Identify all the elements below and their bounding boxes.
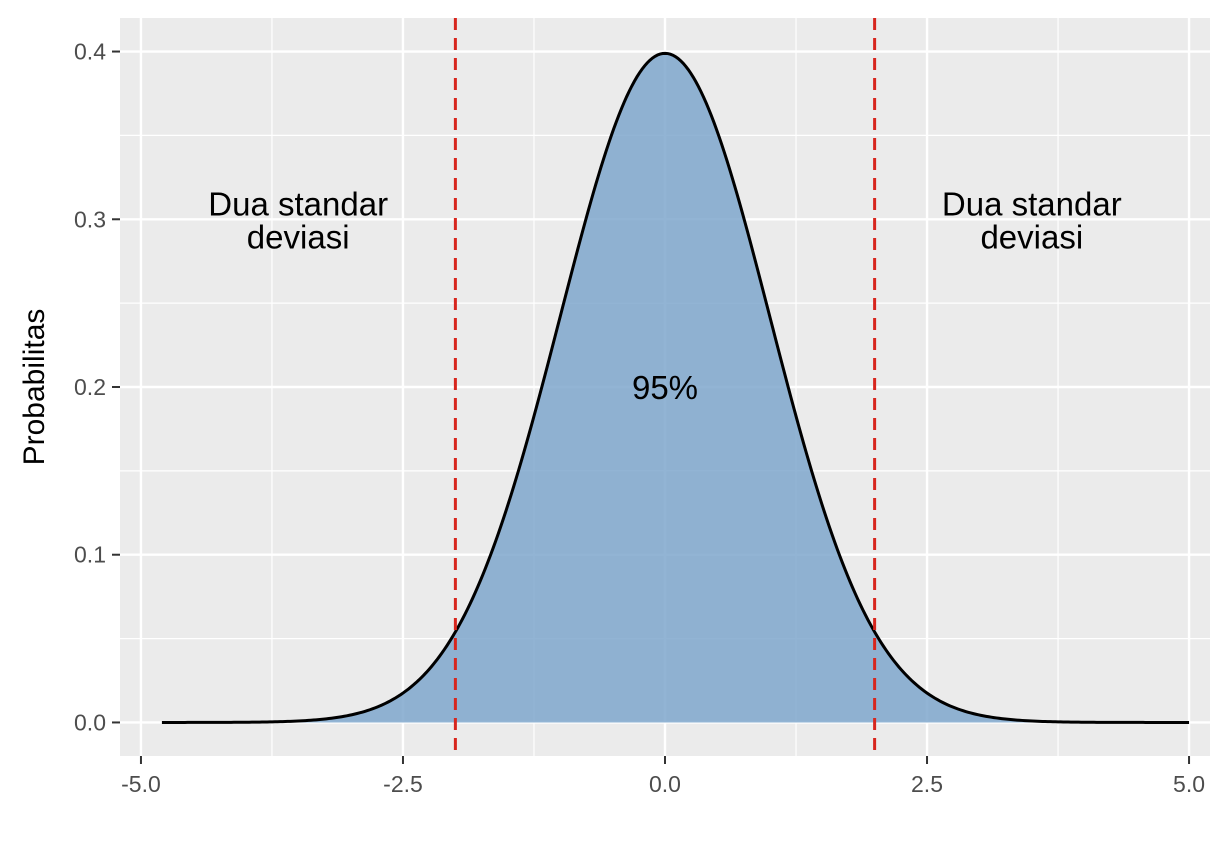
- density-curve: [161, 51, 1190, 724]
- annotation-line: deviasi: [980, 218, 1083, 255]
- reference-lines: [453, 18, 877, 756]
- annotation-label: Dua standar deviasi: [208, 185, 388, 255]
- x-tick-label: 2.5: [911, 771, 943, 797]
- y-axis-title: Probabilitas: [18, 309, 51, 466]
- annotation-line: deviasi: [247, 218, 350, 255]
- y-tick-label: 0.2: [74, 374, 106, 400]
- annotation-label: Dua standar deviasi: [942, 185, 1122, 255]
- annotation-line: Dua standar: [208, 185, 388, 222]
- y-tick-label: 0.1: [74, 542, 106, 568]
- density-area: [161, 53, 1190, 723]
- x-tick-label: -5.0: [121, 771, 161, 797]
- annotation-label: 95%: [632, 369, 698, 406]
- y-tick-label: 0.0: [74, 709, 106, 735]
- annotation-line: 95%: [632, 369, 698, 406]
- x-tick-label: -2.5: [383, 771, 423, 797]
- y-axis: 0.0 0.1 0.2 0.3 0.4: [74, 39, 120, 735]
- x-tick-label: 5.0: [1173, 771, 1205, 797]
- x-axis: -5.0 -2.5 0.0 2.5 5.0: [121, 756, 1205, 797]
- annotation-line: Dua standar: [942, 185, 1122, 222]
- y-tick-label: 0.3: [74, 206, 106, 232]
- x-tick-label: 0.0: [649, 771, 681, 797]
- y-tick-label: 0.4: [74, 39, 106, 65]
